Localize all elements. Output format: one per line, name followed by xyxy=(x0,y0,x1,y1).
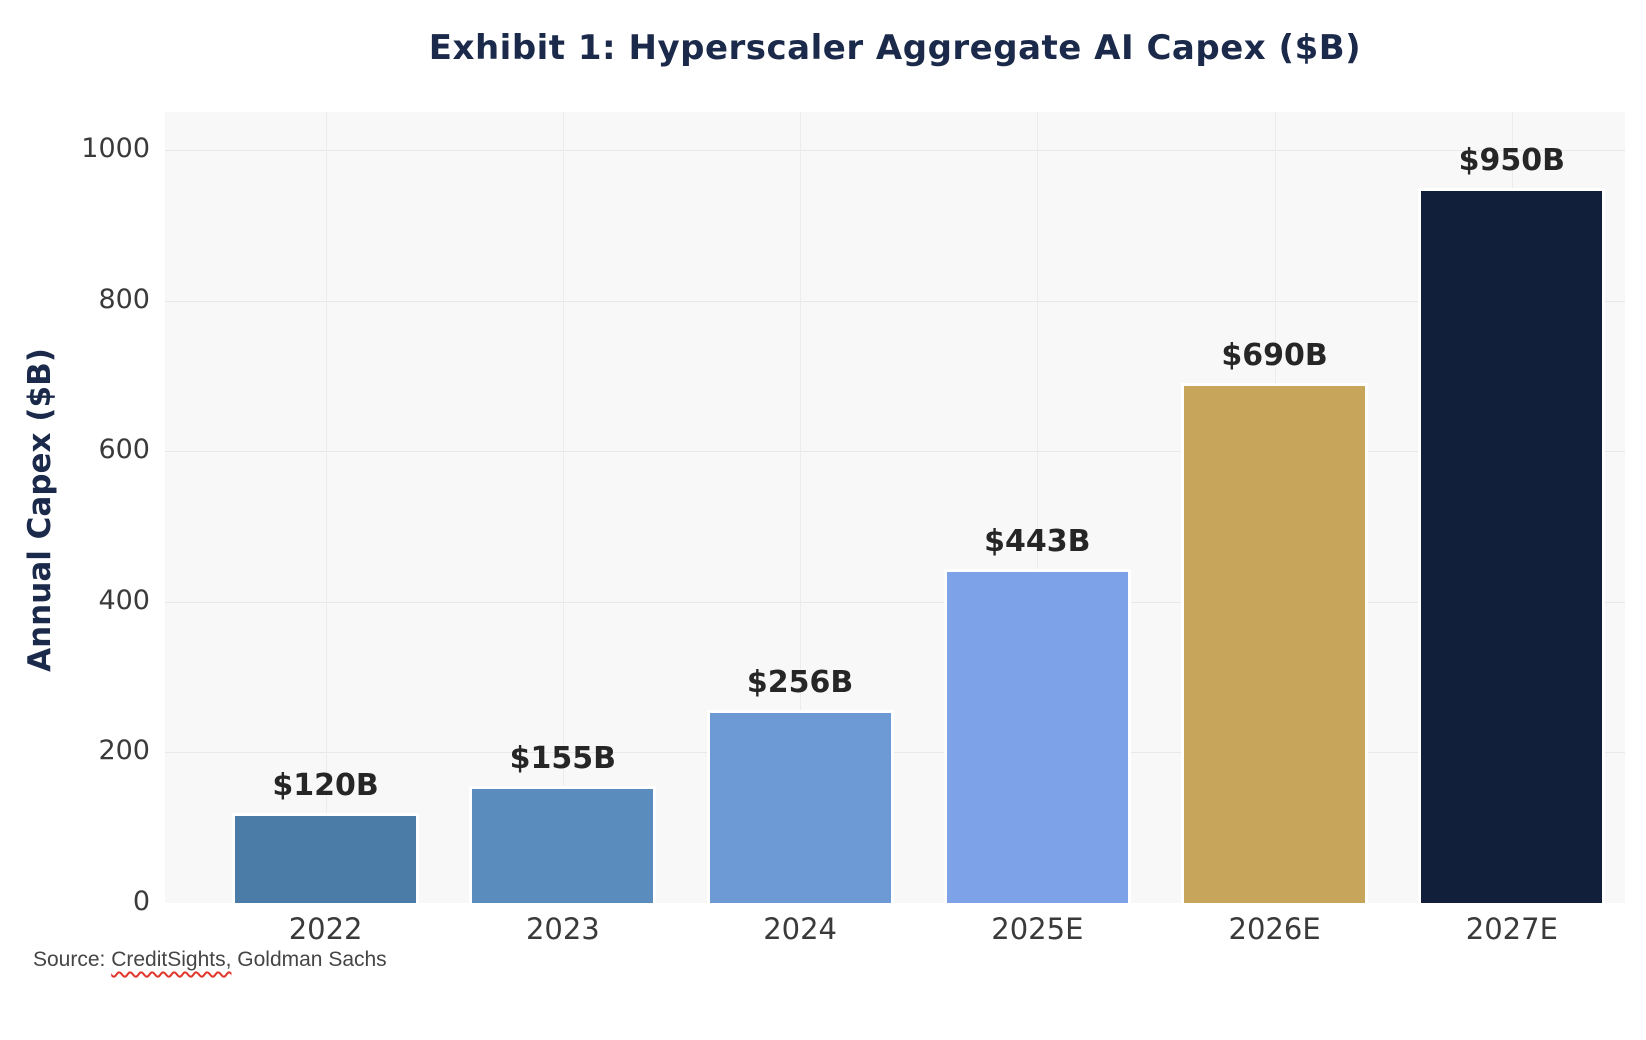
source-rest: Goldman Sachs xyxy=(231,948,387,971)
bar-2024 xyxy=(706,710,894,903)
bar-2026E xyxy=(1181,383,1369,903)
value-label-2027E: $950B xyxy=(1458,142,1566,178)
chart-title: Exhibit 1: Hyperscaler Aggregate AI Cape… xyxy=(428,28,1362,68)
source-flagged-word: CreditSights, xyxy=(111,948,232,971)
y-tick-label-0: 0 xyxy=(132,886,150,917)
source-prefix: Source: xyxy=(33,948,112,971)
x-tick-label-2026E: 2026E xyxy=(1228,912,1321,946)
x-tick-label-2027E: 2027E xyxy=(1465,912,1558,946)
bar-2027E xyxy=(1418,187,1606,903)
x-tick-label-2024: 2024 xyxy=(763,912,837,946)
source-line: Source: CreditSights, Goldman Sachs xyxy=(33,948,387,972)
gridline-x-2025E xyxy=(1037,112,1039,903)
value-label-2025E: $443B xyxy=(984,524,1091,560)
gridline-x-2023 xyxy=(562,112,564,903)
bar-2023 xyxy=(469,786,657,903)
y-tick-label-1000: 1000 xyxy=(81,133,150,164)
x-tick-label-2022: 2022 xyxy=(288,912,363,946)
y-tick-label-600: 600 xyxy=(98,434,150,466)
value-label-2023: $155B xyxy=(509,741,617,777)
y-tick-label-200: 200 xyxy=(98,735,150,767)
bar-2022 xyxy=(232,812,420,903)
value-label-2022: $120B xyxy=(272,767,379,803)
x-tick-label-2023: 2023 xyxy=(525,912,600,946)
value-label-2024: $256B xyxy=(746,665,854,701)
gridline-y-400 xyxy=(165,601,1625,603)
bar-2025E xyxy=(943,569,1131,903)
value-label-2026E: $690B xyxy=(1221,338,1328,374)
plot-area: $120B $155B $256B $443B $690B $950B xyxy=(165,112,1625,903)
gridline-y-1000 xyxy=(165,150,1625,151)
x-tick-label-2025E: 2025E xyxy=(991,912,1084,946)
gridline-x-2024 xyxy=(800,112,802,903)
y-tick-label-800: 800 xyxy=(98,283,150,315)
y-axis-title: Annual Capex ($B) xyxy=(22,348,58,672)
gridline-y-200 xyxy=(165,752,1625,754)
gridline-y-800 xyxy=(165,300,1625,302)
y-tick-label-400: 400 xyxy=(98,584,150,616)
gridline-y-600 xyxy=(165,451,1625,453)
gridline-x-2022 xyxy=(325,112,327,903)
